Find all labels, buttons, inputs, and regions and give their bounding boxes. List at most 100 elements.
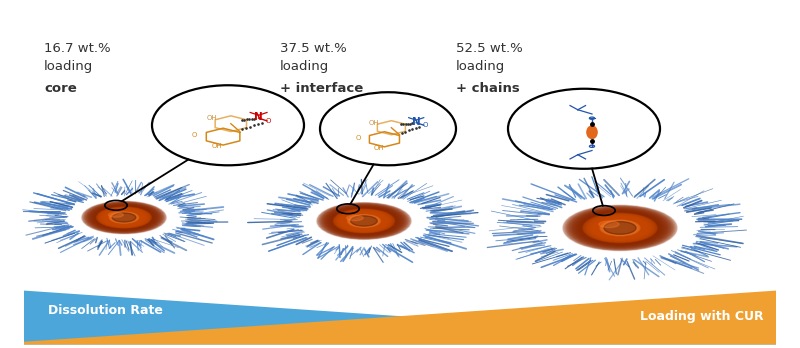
Ellipse shape	[334, 209, 394, 232]
Ellipse shape	[583, 213, 657, 243]
Ellipse shape	[317, 203, 411, 239]
Ellipse shape	[586, 125, 598, 139]
Ellipse shape	[604, 222, 636, 234]
Ellipse shape	[330, 208, 398, 234]
Ellipse shape	[332, 208, 396, 234]
Ellipse shape	[94, 206, 154, 229]
Text: O: O	[422, 122, 427, 128]
Ellipse shape	[342, 213, 386, 229]
Ellipse shape	[580, 212, 660, 244]
Text: OH: OH	[369, 120, 380, 126]
Ellipse shape	[574, 210, 666, 246]
Ellipse shape	[591, 216, 649, 239]
Ellipse shape	[120, 216, 128, 219]
Ellipse shape	[610, 224, 630, 232]
Ellipse shape	[600, 220, 640, 236]
Ellipse shape	[117, 215, 131, 220]
Ellipse shape	[92, 205, 156, 230]
Ellipse shape	[322, 205, 406, 237]
Ellipse shape	[616, 226, 624, 230]
Text: N: N	[412, 117, 421, 127]
Ellipse shape	[613, 225, 627, 231]
Ellipse shape	[83, 202, 165, 233]
Ellipse shape	[346, 215, 363, 221]
Ellipse shape	[603, 221, 637, 235]
Ellipse shape	[611, 224, 629, 231]
Ellipse shape	[566, 206, 674, 250]
Ellipse shape	[570, 208, 670, 248]
Ellipse shape	[341, 212, 387, 230]
Ellipse shape	[102, 209, 146, 226]
Ellipse shape	[617, 227, 623, 229]
Ellipse shape	[359, 219, 369, 223]
Ellipse shape	[94, 206, 154, 229]
Ellipse shape	[318, 203, 410, 239]
Polygon shape	[24, 291, 776, 345]
Text: OH: OH	[212, 143, 222, 149]
Ellipse shape	[322, 205, 406, 237]
Ellipse shape	[319, 204, 409, 238]
Ellipse shape	[587, 215, 653, 241]
Ellipse shape	[578, 212, 662, 244]
Ellipse shape	[326, 206, 402, 236]
Text: 37.5 wt.%
loading: 37.5 wt.% loading	[280, 42, 346, 73]
Ellipse shape	[337, 211, 391, 231]
Ellipse shape	[112, 213, 136, 222]
Ellipse shape	[325, 206, 403, 236]
Text: O: O	[356, 135, 361, 141]
Ellipse shape	[350, 216, 378, 226]
Ellipse shape	[82, 201, 166, 234]
Ellipse shape	[111, 213, 137, 222]
Ellipse shape	[86, 203, 162, 232]
Ellipse shape	[604, 222, 636, 234]
Ellipse shape	[589, 215, 651, 240]
Ellipse shape	[593, 217, 647, 239]
Text: + interface: + interface	[280, 82, 363, 95]
Text: O: O	[266, 118, 271, 124]
Ellipse shape	[87, 203, 161, 232]
Ellipse shape	[362, 220, 366, 222]
Ellipse shape	[85, 203, 163, 232]
Ellipse shape	[344, 213, 384, 229]
Ellipse shape	[331, 208, 397, 234]
Ellipse shape	[342, 212, 386, 230]
Ellipse shape	[104, 210, 144, 225]
Ellipse shape	[98, 208, 150, 227]
Ellipse shape	[598, 220, 642, 236]
Ellipse shape	[105, 210, 143, 225]
Ellipse shape	[571, 209, 669, 247]
Ellipse shape	[347, 215, 381, 227]
Ellipse shape	[584, 214, 656, 242]
Ellipse shape	[618, 227, 622, 229]
Text: + chains: + chains	[456, 82, 520, 95]
Ellipse shape	[576, 211, 664, 245]
Ellipse shape	[108, 212, 140, 223]
Ellipse shape	[606, 222, 634, 234]
Ellipse shape	[114, 214, 134, 221]
Ellipse shape	[361, 220, 367, 222]
Ellipse shape	[578, 211, 662, 245]
Ellipse shape	[114, 213, 134, 222]
Ellipse shape	[609, 223, 631, 232]
Ellipse shape	[354, 217, 374, 225]
Ellipse shape	[327, 207, 401, 235]
Ellipse shape	[329, 207, 399, 235]
Ellipse shape	[607, 223, 633, 233]
Ellipse shape	[563, 205, 677, 251]
Ellipse shape	[95, 207, 153, 228]
Ellipse shape	[345, 214, 383, 228]
Ellipse shape	[321, 204, 407, 238]
Ellipse shape	[569, 207, 671, 248]
Ellipse shape	[358, 219, 370, 223]
Ellipse shape	[320, 92, 456, 165]
Ellipse shape	[334, 209, 394, 233]
Ellipse shape	[590, 216, 650, 240]
Ellipse shape	[98, 207, 150, 228]
Text: core: core	[44, 82, 77, 95]
Ellipse shape	[324, 205, 404, 237]
Ellipse shape	[351, 216, 377, 226]
Text: Loading with CUR: Loading with CUR	[640, 310, 764, 323]
Ellipse shape	[573, 209, 667, 247]
Text: 16.7 wt.%
loading: 16.7 wt.% loading	[44, 42, 110, 73]
Ellipse shape	[88, 204, 160, 231]
